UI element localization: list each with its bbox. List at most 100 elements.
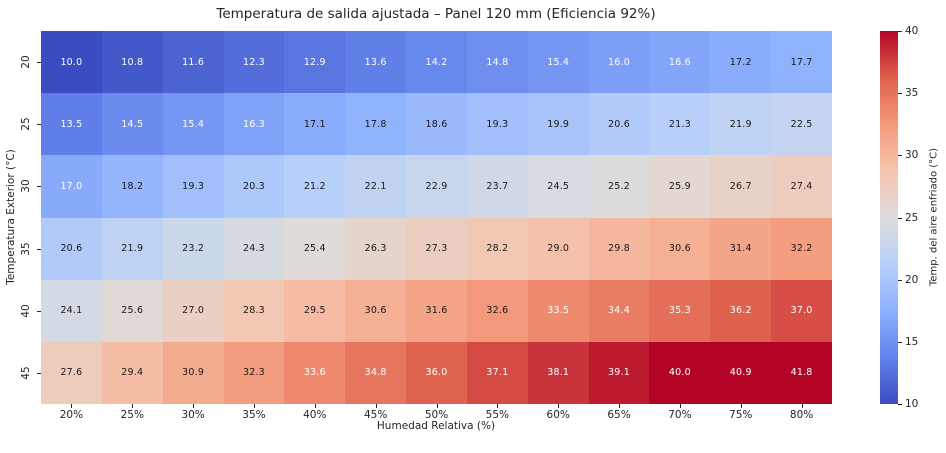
heatmap-cell: 17.1 xyxy=(284,93,346,156)
heatmap-cell: 10.0 xyxy=(41,31,102,94)
x-tick-mark xyxy=(71,404,73,408)
heatmap-cell: 34.8 xyxy=(345,341,407,404)
y-tick-mark xyxy=(37,372,41,374)
x-tick-mark xyxy=(314,404,316,408)
heatmap-cell: 36.0 xyxy=(406,341,467,404)
x-tick-label: 50% xyxy=(424,409,449,421)
x-tick-mark xyxy=(497,404,499,408)
colorbar-tick-mark xyxy=(898,31,902,32)
colorbar-gradient xyxy=(880,31,898,404)
heatmap-cell: 36.2 xyxy=(710,279,772,342)
heatmap-cell: 15.4 xyxy=(527,31,589,94)
heatmap-cell: 16.0 xyxy=(588,31,650,94)
x-tick-label: 80% xyxy=(789,409,814,421)
colorbar-tick-mark xyxy=(898,279,902,281)
colorbar-tick-label: 20 xyxy=(905,273,919,286)
colorbar-tick-label: 10 xyxy=(905,398,919,410)
heatmap-cell: 21.2 xyxy=(284,155,346,218)
heatmap-cell: 41.8 xyxy=(771,341,832,404)
heatmap-cell: 17.7 xyxy=(771,31,832,94)
heatmap-cell: 25.9 xyxy=(649,155,711,218)
heatmap-cell: 12.3 xyxy=(223,31,285,94)
colorbar-tick-label: 35 xyxy=(905,87,919,100)
colorbar-label: Temp. del aire enfriado (°C) xyxy=(928,147,940,287)
x-tick-label: 20% xyxy=(59,409,84,421)
heatmap-cell: 14.8 xyxy=(466,31,528,94)
heatmap-cell: 37.0 xyxy=(771,279,832,342)
heatmap-cell: 29.5 xyxy=(284,279,346,342)
y-tick-mark xyxy=(37,186,41,188)
heatmap-cell: 27.6 xyxy=(41,341,102,404)
y-tick-label: 45 xyxy=(20,366,32,380)
heatmap-cell: 25.2 xyxy=(588,155,650,218)
heatmap-cell: 28.2 xyxy=(466,217,528,280)
x-tick-mark xyxy=(679,404,681,408)
x-tick-label: 55% xyxy=(485,409,510,421)
colorbar-tick-label: 30 xyxy=(905,149,919,162)
heatmap-cell: 17.2 xyxy=(710,31,772,94)
heatmap-cell: 31.6 xyxy=(406,279,467,342)
x-tick-mark xyxy=(193,404,195,408)
heatmap-cell: 27.0 xyxy=(162,279,224,342)
colorbar-tick-label: 15 xyxy=(905,335,919,348)
heatmap-cell: 33.5 xyxy=(527,279,589,342)
y-tick-mark xyxy=(37,310,41,312)
heatmap-cell: 34.4 xyxy=(588,279,650,342)
colorbar-tick-mark xyxy=(898,404,902,405)
heatmap-cell: 23.2 xyxy=(162,217,224,280)
x-tick-mark xyxy=(740,404,742,408)
heatmap-cell: 15.4 xyxy=(162,93,224,156)
y-tick-mark xyxy=(37,124,41,126)
colorbar-tick-mark xyxy=(898,93,902,95)
heatmap-cell: 29.8 xyxy=(588,217,650,280)
heatmap-cell: 19.9 xyxy=(527,93,589,156)
heatmap-plot-area: 10.0 10.8 11.6 12.3 12.9 13.6 14.2 14.8 15.4 16.0… xyxy=(41,31,832,404)
heatmap-cell: 27.4 xyxy=(771,155,832,218)
y-tick-label: 20 xyxy=(20,55,32,69)
y-tick-mark xyxy=(37,62,41,64)
heatmap-cell: 30.6 xyxy=(649,217,711,280)
x-tick-label: 70% xyxy=(668,409,692,421)
colorbar-tick-label: 25 xyxy=(905,211,919,224)
heatmap-cell: 20.6 xyxy=(41,217,102,280)
heatmap-cell: 29.4 xyxy=(101,341,163,404)
heatmap-cell: 11.6 xyxy=(162,31,224,94)
x-tick-label: 25% xyxy=(120,409,144,421)
x-tick-label: 60% xyxy=(546,409,570,421)
heatmap-cell: 24.1 xyxy=(41,279,102,342)
heatmap-cell: 19.3 xyxy=(466,93,528,156)
heatmap-cell: 30.9 xyxy=(162,341,224,404)
heatmap-cell: 35.3 xyxy=(649,279,711,342)
heatmap-cell: 32.2 xyxy=(771,217,832,280)
heatmap-cell: 21.3 xyxy=(649,93,711,156)
x-tick-mark xyxy=(436,404,438,408)
x-tick-mark xyxy=(253,404,255,408)
heatmap-cell: 28.3 xyxy=(223,279,285,342)
heatmap-cell: 27.3 xyxy=(406,217,467,280)
heatmap-cell: 21.9 xyxy=(710,93,772,156)
heatmap-cell: 40.9 xyxy=(710,341,772,404)
heatmap-cell: 20.6 xyxy=(588,93,650,156)
y-tick-label: 30 xyxy=(20,179,32,194)
heatmap-cell: 10.8 xyxy=(101,31,163,94)
x-tick-label: 35% xyxy=(242,409,266,421)
heatmap-cell: 22.5 xyxy=(771,93,832,156)
heatmap-cell: 40.0 xyxy=(649,341,711,404)
heatmap-cell: 16.6 xyxy=(649,31,711,94)
colorbar-tick-label: 40 xyxy=(905,25,919,37)
heatmap-cell: 29.0 xyxy=(527,217,589,280)
heatmap-cell: 32.3 xyxy=(223,341,285,404)
heatmap-cell: 25.6 xyxy=(101,279,163,342)
heatmap-cell: 17.0 xyxy=(41,155,102,218)
colorbar-tick-mark xyxy=(898,341,902,343)
heatmap-cell: 23.7 xyxy=(466,155,528,218)
heatmap-cell: 33.6 xyxy=(284,341,346,404)
heatmap-cell: 31.4 xyxy=(710,217,772,280)
x-tick-label: 65% xyxy=(607,409,631,421)
heatmap-cell: 18.6 xyxy=(406,93,467,156)
heatmap-cell: 13.5 xyxy=(41,93,102,156)
heatmap-cell: 18.2 xyxy=(101,155,163,218)
y-axis-label: Temperatura Exterior (°C) xyxy=(5,149,17,285)
x-tick-label: 30% xyxy=(181,409,205,421)
